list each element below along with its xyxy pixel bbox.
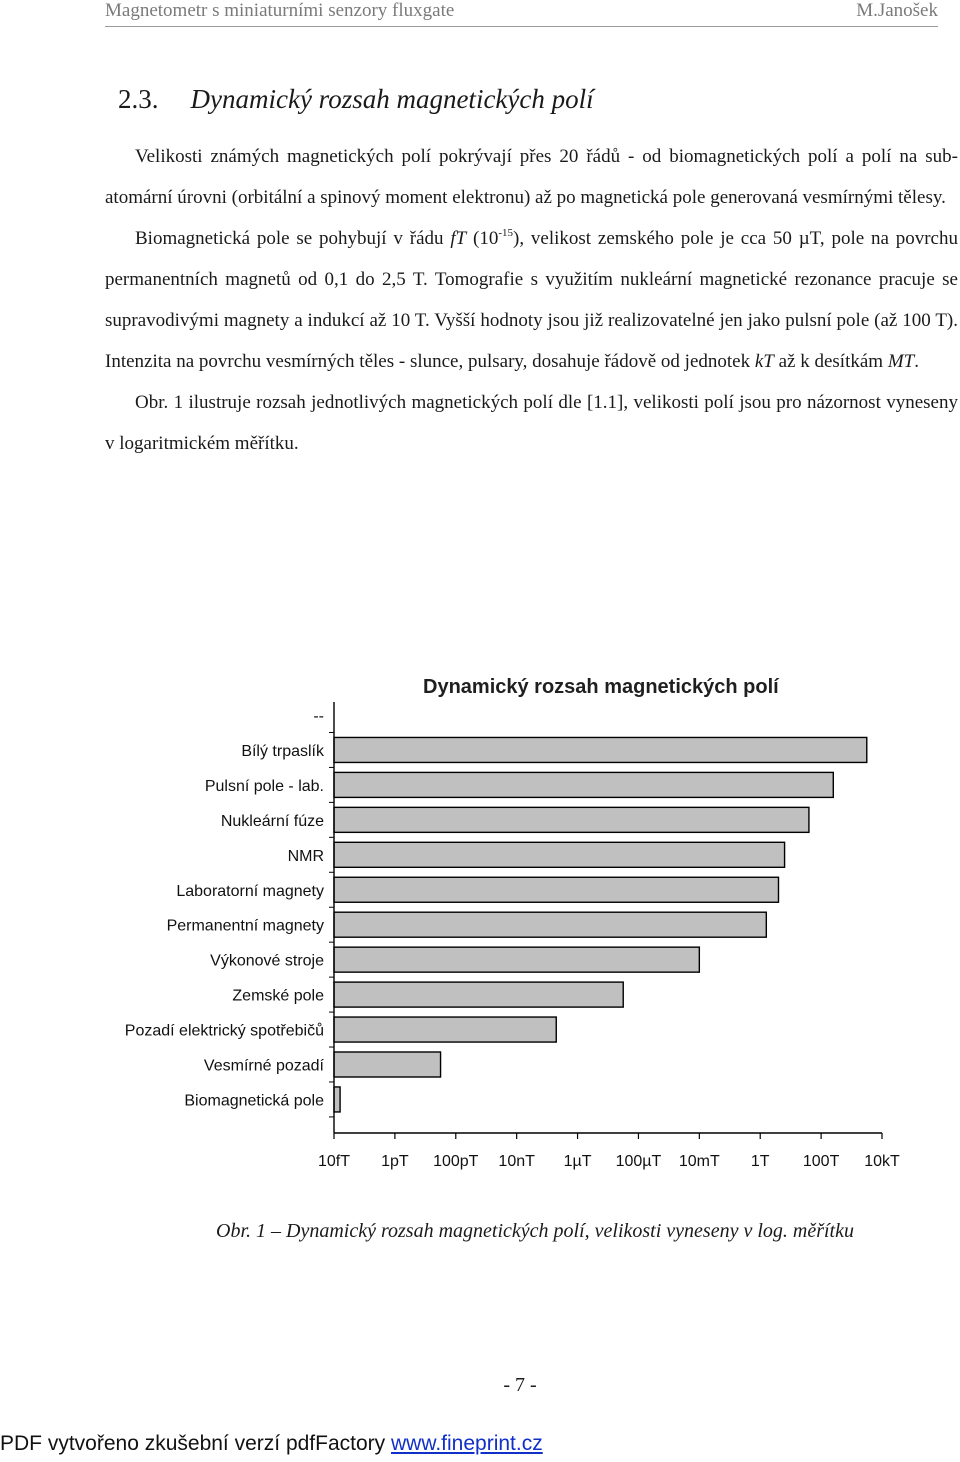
chart-axis	[329, 702, 883, 1139]
range-chart: -- Bílý trpaslík Pulsní pole - lab. Nukleár…	[125, 702, 900, 1170]
x-tick-label: 10fT	[318, 1153, 350, 1170]
paragraph-3: Obr. 1 ilustruje rozsah jednotlivých mag…	[105, 392, 958, 454]
chart-x-tick-labels: 10fT 1pT 100pT 10nT 1µT 100µT 10mT 1T 100T 10kT	[318, 1153, 900, 1170]
chart-title: Dynamický rozsah magnetických polí	[423, 676, 779, 698]
x-tick-label: 10kT	[864, 1153, 900, 1170]
chart-category-labels: -- Bílý trpaslík Pulsní pole - lab. Nukleár…	[125, 708, 325, 1109]
category-label: Zemské pole	[232, 988, 324, 1005]
unit-ft: fT	[450, 228, 467, 249]
category-label: NMR	[288, 848, 324, 865]
header-title: Magnetometr s miniaturními senzory fluxg…	[105, 0, 455, 21]
header-author: M.Janošek	[856, 0, 938, 21]
paragraph-2: Biomagnetická pole se pohybují v řádu fT…	[105, 227, 958, 373]
bar	[333, 806, 810, 834]
x-tick-label: 100T	[803, 1153, 840, 1170]
category-label: Laboratorní magnety	[176, 883, 324, 900]
bar	[333, 981, 624, 1008]
bar	[333, 736, 868, 764]
category-label: Výkonové stroje	[210, 953, 324, 970]
paragraph-1: Velikosti známých magnetických polí pokr…	[105, 146, 958, 208]
bar	[333, 1016, 557, 1043]
bar	[333, 946, 701, 973]
x-tick-label: 1T	[751, 1153, 770, 1170]
x-tick-label: 100pT	[433, 1153, 479, 1170]
unit-kt: kT	[754, 351, 774, 372]
bar	[333, 1051, 442, 1078]
exponent: -15	[498, 227, 514, 239]
category-label: Pozadí elektrický spotřebičů	[125, 1022, 324, 1040]
body-text: Velikosti známých magnetických polí pokr…	[105, 136, 958, 464]
section-number: 2.3.	[118, 84, 159, 114]
x-tick-label: 10nT	[498, 1153, 535, 1170]
x-tick-label: 1pT	[381, 1153, 409, 1170]
bar	[333, 1086, 341, 1113]
bar	[333, 841, 786, 868]
category-label: Biomagnetická pole	[184, 1092, 324, 1109]
page-number: - 7 -	[503, 1374, 537, 1396]
unit-mt: MT	[887, 351, 915, 372]
category-label: Nukleární fúze	[221, 813, 324, 830]
section-title: Dynamický rozsah magnetických polí	[190, 84, 594, 114]
category-label: Bílý trpaslík	[241, 743, 325, 760]
category-label: Pulsní pole - lab.	[205, 778, 324, 795]
category-label: Permanentní magnety	[167, 918, 324, 935]
page-header: Magnetometr s miniaturními senzory fluxg…	[105, 0, 938, 27]
footer-text: PDF vytvořeno zkušební verzí pdfFactory	[0, 1432, 391, 1455]
section-heading: 2.3. Dynamický rozsah magnetických polí	[118, 84, 594, 115]
bar	[333, 876, 780, 903]
x-tick-label: 1µT	[564, 1153, 592, 1170]
footer-link[interactable]: www.fineprint.cz	[390, 1432, 543, 1455]
figure-caption: Obr. 1 – Dynamický rozsah magnetických p…	[216, 1220, 854, 1242]
category-label: Vesmírné pozadí	[204, 1058, 325, 1075]
chart-bars	[333, 736, 868, 1113]
bar	[333, 911, 768, 938]
pdf-footer: PDF vytvořeno zkušební verzí pdfFactory …	[0, 1432, 543, 1456]
x-tick-label: 100µT	[616, 1153, 662, 1170]
bar	[333, 771, 834, 799]
x-tick-label: 10mT	[679, 1153, 720, 1170]
category-label: --	[313, 708, 324, 725]
